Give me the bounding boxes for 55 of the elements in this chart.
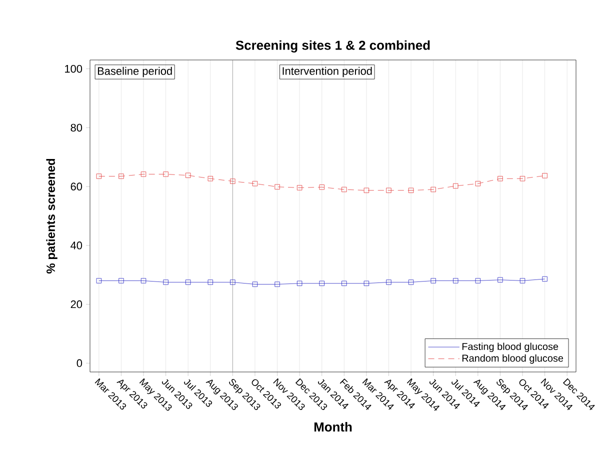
point: [386, 280, 392, 285]
point: [319, 184, 324, 190]
point: [453, 183, 458, 189]
point: [186, 280, 191, 285]
point: [430, 278, 436, 284]
point: [118, 174, 124, 179]
point: [274, 282, 280, 287]
point: [96, 278, 102, 284]
annotation: Intervention period: [282, 66, 372, 78]
y-tick-label: 100: [65, 64, 82, 73]
point: [364, 188, 370, 193]
y-tick-label: 40: [70, 242, 82, 250]
annotation: Baseline period: [98, 66, 172, 78]
y-tick-label: 20: [70, 300, 82, 308]
point: [475, 181, 481, 186]
point: [319, 280, 324, 286]
chart-title: Screening sites 1 & 2 combined: [236, 40, 430, 52]
point: [520, 278, 526, 284]
point: [274, 184, 280, 190]
point: [453, 278, 458, 284]
point: [542, 173, 548, 178]
y-tick-label: 60: [70, 182, 82, 190]
point: [186, 172, 191, 178]
point: [96, 174, 102, 179]
y-axis-title: % patients screened: [46, 158, 58, 274]
point: [208, 280, 213, 285]
point: [408, 188, 414, 193]
point: [408, 280, 414, 285]
point: [163, 280, 168, 285]
point: [230, 280, 236, 285]
legend-label: Random blood glucose: [462, 354, 564, 364]
point: [252, 181, 258, 186]
point: [364, 280, 370, 286]
point: [475, 278, 481, 284]
point: [498, 176, 503, 182]
point: [342, 280, 347, 286]
point: [296, 185, 302, 190]
point: [163, 172, 168, 177]
point: [342, 186, 347, 192]
point: [118, 278, 124, 284]
point: [520, 176, 526, 182]
point: [140, 172, 146, 177]
point: [542, 276, 548, 282]
point: [430, 186, 436, 192]
point: [140, 278, 146, 284]
point: [498, 277, 503, 282]
point: [208, 176, 213, 182]
point: [386, 188, 392, 193]
y-tick-label: 0: [76, 359, 82, 368]
point: [230, 178, 236, 184]
point: [296, 280, 302, 286]
x-axis-title: Month: [314, 422, 352, 432]
point: [252, 282, 258, 287]
legend-label: Fasting blood glucose: [462, 342, 558, 352]
y-tick-label: 80: [70, 124, 82, 132]
